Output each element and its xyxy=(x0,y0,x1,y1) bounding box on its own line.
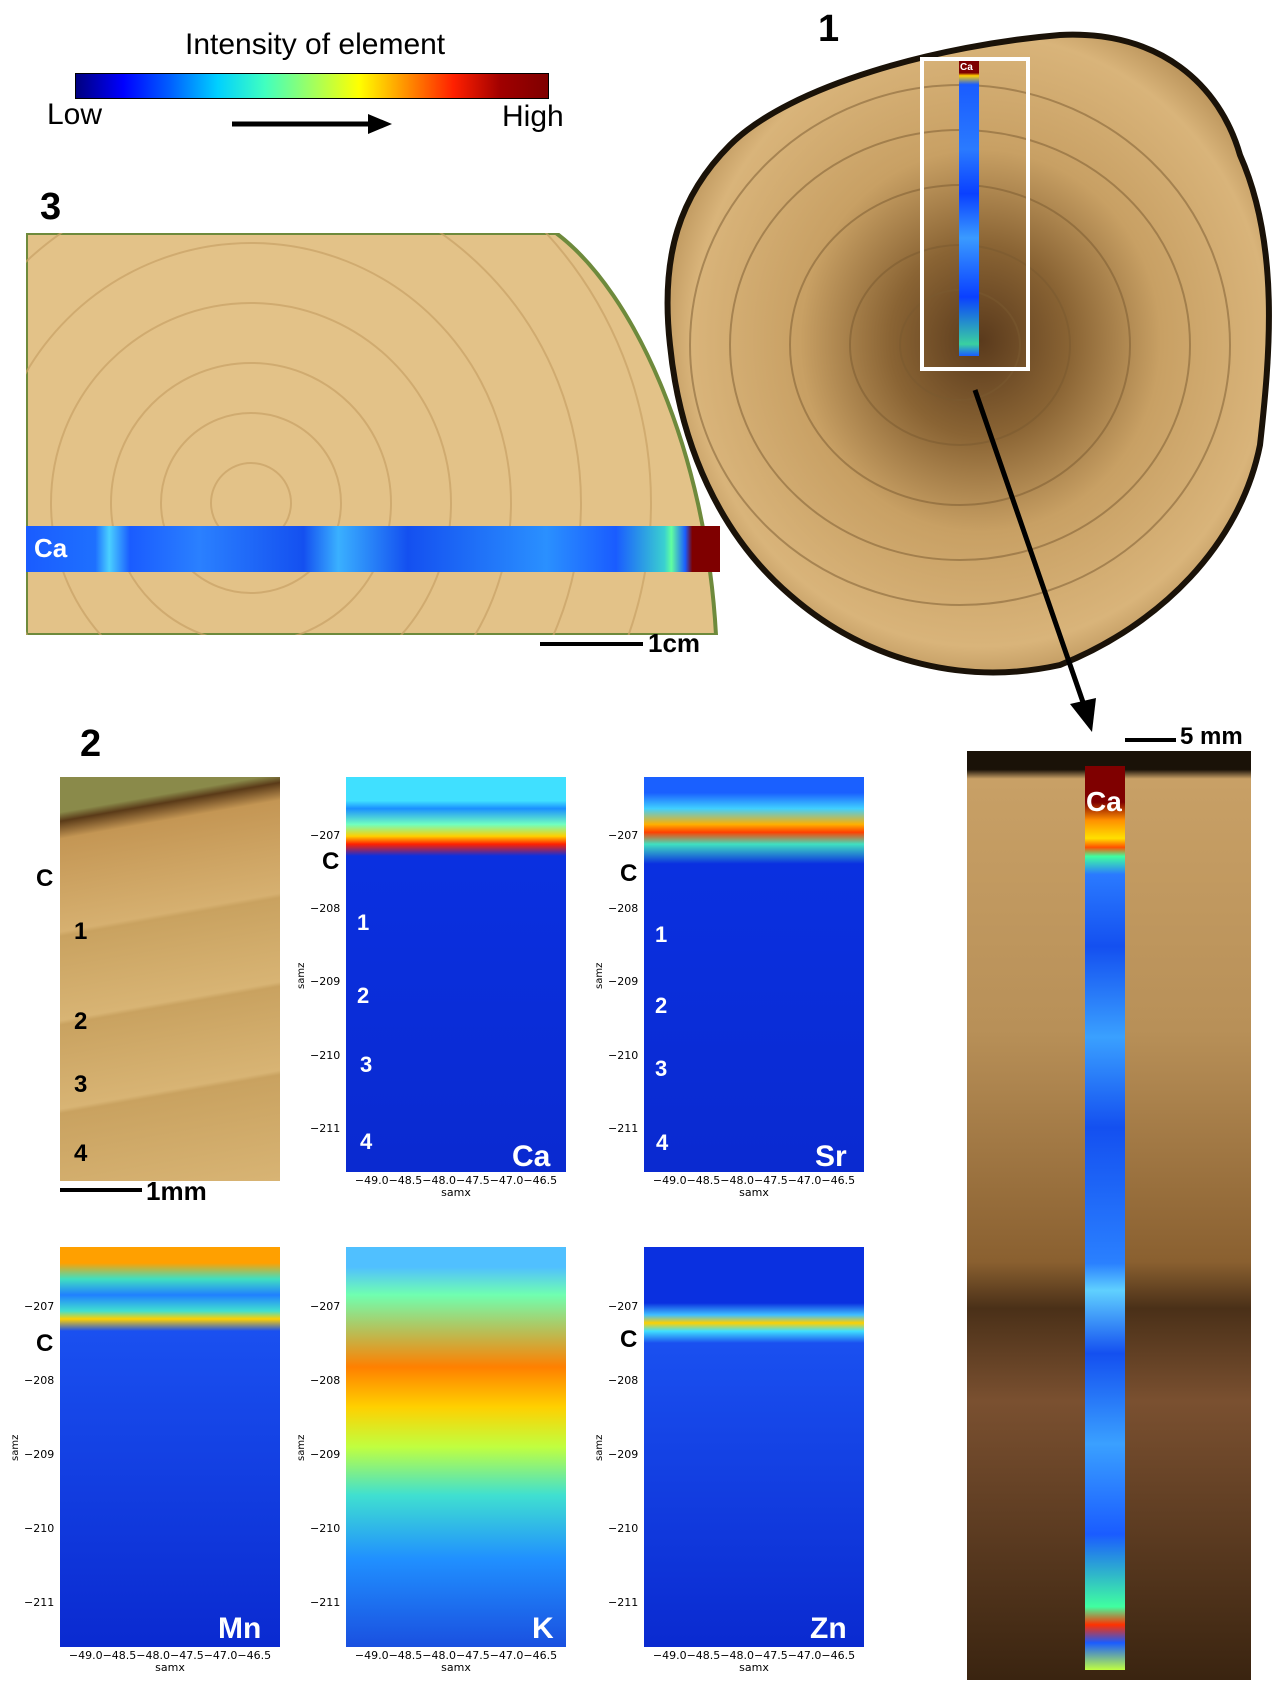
ca-strip-zoom xyxy=(1085,766,1125,1670)
y-axis-label: samz xyxy=(594,1434,605,1461)
y-tick-label: −211 xyxy=(608,1122,639,1135)
map-sr-4: 4 xyxy=(656,1130,669,1155)
scale-bar-1cm xyxy=(540,642,643,646)
y-tick-label: −211 xyxy=(24,1596,55,1610)
y-tick-label: −207 xyxy=(310,829,341,842)
x-axis-label: samx xyxy=(441,1661,471,1674)
ca-strip-horizontal-label: Ca xyxy=(34,533,68,563)
y-tick-label: −210 xyxy=(608,1049,639,1062)
y-tick-label: −210 xyxy=(310,1049,341,1062)
selection-box xyxy=(920,57,1030,371)
y-tick-label: −209 xyxy=(310,1447,341,1461)
map-mn-element: Mn xyxy=(218,1612,262,1645)
wood-detail-photo xyxy=(60,777,280,1181)
x-axis-label: samx xyxy=(155,1661,185,1674)
x-tick-labels: −49.0−48.5−48.0−47.5−47.0−46.5 xyxy=(652,1174,856,1187)
map-ca-4: 4 xyxy=(360,1129,373,1154)
y-axis-label: samz xyxy=(296,962,307,989)
scale-label-1cm: 1cm xyxy=(648,628,701,658)
y-tick-label: −208 xyxy=(24,1373,55,1387)
scale-bar-1mm xyxy=(60,1188,142,1192)
map-mn-c: C xyxy=(36,1330,54,1357)
y-tick-label: −207 xyxy=(24,1299,55,1313)
scale-label-1mm: 1mm xyxy=(146,1176,207,1206)
map-k-element: K xyxy=(532,1612,554,1645)
colorbar-high-label: High xyxy=(502,100,564,133)
colorbar xyxy=(75,73,549,99)
photo-label-1: 1 xyxy=(74,918,88,945)
y-tick-label: −209 xyxy=(310,975,341,988)
map-mn xyxy=(60,1247,280,1647)
x-axis-label: samx xyxy=(441,1186,471,1199)
map-ca xyxy=(346,777,566,1172)
x-tick-labels: −49.0−48.5−48.0−47.5−47.0−46.5 xyxy=(354,1649,558,1662)
map-ca-1: 1 xyxy=(357,910,370,935)
map-sr-element: Sr xyxy=(815,1140,847,1173)
map-k xyxy=(346,1247,566,1647)
y-tick-label: −207 xyxy=(608,1299,639,1313)
y-axis-label: samz xyxy=(594,962,605,989)
y-tick-label: −211 xyxy=(608,1596,639,1610)
map-ca-2: 2 xyxy=(357,983,370,1008)
map-sr xyxy=(644,777,864,1172)
map-sr-c: C xyxy=(620,860,638,887)
wood-quarter-section-image xyxy=(26,233,719,635)
x-axis-label: samx xyxy=(739,1661,769,1674)
colorbar-title: Intensity of element xyxy=(185,28,446,61)
y-tick-label: −209 xyxy=(24,1447,55,1461)
y-tick-label: −210 xyxy=(310,1522,341,1536)
panel-label-1: 1 xyxy=(818,8,840,50)
map-zn xyxy=(644,1247,864,1647)
map-zn-c: C xyxy=(620,1326,638,1353)
y-tick-label: −208 xyxy=(310,1373,341,1387)
x-tick-labels: −49.0−48.5−48.0−47.5−47.0−46.5 xyxy=(354,1174,558,1187)
y-tick-label: −208 xyxy=(608,902,639,915)
y-tick-label: −210 xyxy=(608,1522,639,1536)
ca-strip-small-label: Ca xyxy=(960,62,973,73)
y-tick-label: −207 xyxy=(608,829,639,842)
colorbar-low-label: Low xyxy=(47,98,103,131)
y-axis-label: samz xyxy=(10,1434,21,1461)
map-sr-1: 1 xyxy=(655,922,668,947)
photo-label-3: 3 xyxy=(74,1071,88,1098)
x-axis-label: samx xyxy=(739,1186,769,1199)
photo-label-4: 4 xyxy=(74,1140,88,1167)
photo-label-c: C xyxy=(36,865,54,892)
y-tick-label: −211 xyxy=(310,1596,341,1610)
panel-label-2: 2 xyxy=(80,723,102,765)
map-ca-c: C xyxy=(322,848,340,875)
photo-label-2: 2 xyxy=(74,1008,88,1035)
map-sr-2: 2 xyxy=(655,993,668,1018)
arrow-right-icon xyxy=(232,114,392,134)
ca-strip-small xyxy=(959,61,979,356)
ca-strip-zoom-label: Ca xyxy=(1086,786,1122,817)
y-tick-label: −208 xyxy=(608,1373,639,1387)
y-tick-label: −210 xyxy=(24,1522,55,1536)
scale-label-5mm: 5 mm xyxy=(1180,723,1243,750)
map-ca-3: 3 xyxy=(360,1052,373,1077)
y-tick-label: −209 xyxy=(608,1447,639,1461)
y-tick-label: −208 xyxy=(310,902,341,915)
map-ca-element: Ca xyxy=(512,1140,551,1173)
scale-bar-5mm xyxy=(1125,738,1176,742)
map-sr-3: 3 xyxy=(655,1056,668,1081)
map-zn-element: Zn xyxy=(810,1612,847,1645)
y-tick-label: −209 xyxy=(608,975,639,988)
x-tick-labels: −49.0−48.5−48.0−47.5−47.0−46.5 xyxy=(652,1649,856,1662)
zoom-arrow xyxy=(972,389,1096,732)
y-tick-label: −211 xyxy=(310,1122,341,1135)
panel-label-3: 3 xyxy=(40,186,62,228)
y-axis-label: samz xyxy=(296,1434,307,1461)
ca-strip-horizontal xyxy=(26,526,720,572)
x-tick-labels: −49.0−48.5−48.0−47.5−47.0−46.5 xyxy=(68,1649,272,1662)
y-tick-label: −207 xyxy=(310,1299,341,1313)
